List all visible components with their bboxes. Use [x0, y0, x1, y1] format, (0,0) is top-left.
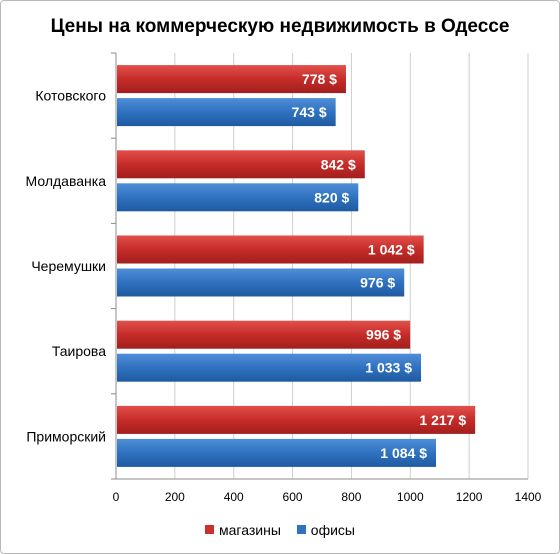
x-tick-label: 800	[341, 490, 361, 504]
legend: магазины офисы	[0, 522, 560, 538]
bar-offices	[117, 98, 336, 127]
bar-shops	[117, 320, 411, 349]
legend-swatch-shops	[205, 525, 215, 534]
bar-shops	[117, 150, 365, 179]
bar-offices	[117, 183, 359, 212]
bar-value-label: 842 $	[321, 156, 356, 172]
legend-swatch-offices	[296, 525, 306, 534]
bar-value-label: 743 $	[292, 104, 327, 120]
category-label: Молдаванка	[26, 173, 107, 189]
bar-value-label: 976 $	[360, 275, 395, 291]
legend-item-offices: офисы	[296, 522, 355, 538]
category-label: Приморский	[26, 428, 106, 444]
x-tick-label: 200	[165, 490, 185, 504]
x-tick-label: 0	[113, 490, 120, 504]
bar-value-label: 778 $	[302, 71, 337, 87]
category-label: Котовского	[35, 88, 106, 104]
bar-offices	[117, 438, 437, 467]
x-tick-label: 600	[283, 490, 303, 504]
chart-title: Цены на коммерческую недвижимость в Одес…	[50, 16, 510, 37]
bar-value-label: 1 084 $	[380, 445, 427, 461]
legend-label-shops: магазины	[219, 522, 281, 538]
bar-value-label: 1 042 $	[368, 242, 415, 258]
legend-label-offices: офисы	[310, 522, 355, 538]
bar-value-label: 820 $	[314, 189, 349, 205]
bar-shops	[117, 405, 476, 434]
bar-offices	[117, 353, 421, 382]
legend-item-shops: магазины	[205, 522, 281, 538]
bar-shops	[117, 235, 424, 264]
bar-shops	[117, 65, 346, 94]
bar-value-label: 996 $	[366, 327, 401, 343]
x-tick-label: 1000	[397, 490, 424, 504]
x-tick-label: 1400	[515, 490, 542, 504]
category-label: Черемушки	[31, 258, 106, 274]
bar-offices	[117, 268, 405, 297]
x-tick-label: 1200	[456, 490, 483, 504]
category-label: Таирова	[52, 343, 106, 359]
bar-value-label: 1 217 $	[419, 412, 466, 428]
bar-value-label: 1 033 $	[365, 360, 412, 376]
x-tick-label: 400	[224, 490, 244, 504]
